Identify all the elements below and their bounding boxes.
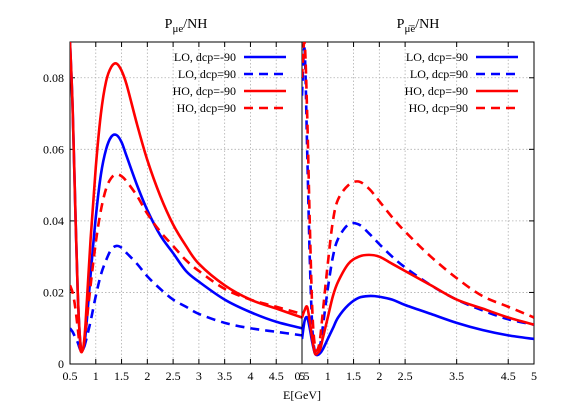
y-tick-label: 0.02 <box>43 285 64 299</box>
x-tick-label: 1.5 <box>114 369 129 383</box>
y-tick-label: 0.04 <box>43 214 64 228</box>
series-line-0 <box>302 294 534 357</box>
x-tick-label: 2 <box>144 369 150 383</box>
legend-label-0: LO, dcp=-90 <box>406 50 468 64</box>
legend-label-2: HO, dcp=-90 <box>405 84 468 98</box>
x-tick-label: 4 <box>247 369 253 383</box>
y-tick-label: 0.08 <box>43 71 64 85</box>
legend-label-1: LO, dcp=90 <box>178 67 236 81</box>
x-tick-label: 5 <box>531 369 537 383</box>
x-tick-label: 4.5 <box>501 369 516 383</box>
series-line-3 <box>302 42 534 353</box>
plot-frame <box>301 41 535 365</box>
legend-label-3: HO, dcp=90 <box>409 101 468 115</box>
x-axis-label: E[GeV] <box>283 388 321 402</box>
x-tick-label: 1 <box>325 369 331 383</box>
x-tick-label: 2 <box>376 369 382 383</box>
x-tick-label: 5 <box>299 369 305 383</box>
series-line-2 <box>70 42 302 353</box>
x-tick-label: 0.5 <box>63 369 78 383</box>
y-tick-label: 0.06 <box>43 142 64 156</box>
series-group <box>70 42 302 354</box>
x-tick-label: 3 <box>196 369 202 383</box>
series-line-3 <box>70 173 302 354</box>
right-panel: 0.5 1 1.5 2 2.5 3.5 4.5 5 Pμ̄ē/NH LO, dcp=-90 LO,… <box>295 17 538 383</box>
series-line-2 <box>302 253 534 356</box>
series-line-1 <box>302 46 534 356</box>
legend-label-2: HO, dcp=-90 <box>173 84 236 98</box>
x-tick-label: 0.5 <box>295 369 310 383</box>
x-tick-label: 2.5 <box>166 369 181 383</box>
legend-label-3: HO, dcp=90 <box>177 101 236 115</box>
x-tick-label: 4.5 <box>269 369 284 383</box>
x-tick-label: 1.5 <box>346 369 361 383</box>
legend-label-0: LO, dcp=-90 <box>174 50 236 64</box>
legend-label-1: LO, dcp=90 <box>410 67 468 81</box>
panel-title: Pμ̄ē/NH <box>397 17 440 35</box>
x-tick-label: 2.5 <box>398 369 413 383</box>
x-tick-label: 3.5 <box>217 369 232 383</box>
x-tick-label: 3.5 <box>449 369 464 383</box>
series-group <box>302 42 534 357</box>
y-tick-label: 0 <box>58 357 64 371</box>
left-panel: 0.5 1 1.5 2 2.5 3 3.5 4 4.5 5 0 0.02 0.04 0.06 0.08 Pμe… <box>43 17 305 383</box>
panel-title: Pμe/NH <box>165 17 208 35</box>
x-tick-label: 1 <box>93 369 99 383</box>
